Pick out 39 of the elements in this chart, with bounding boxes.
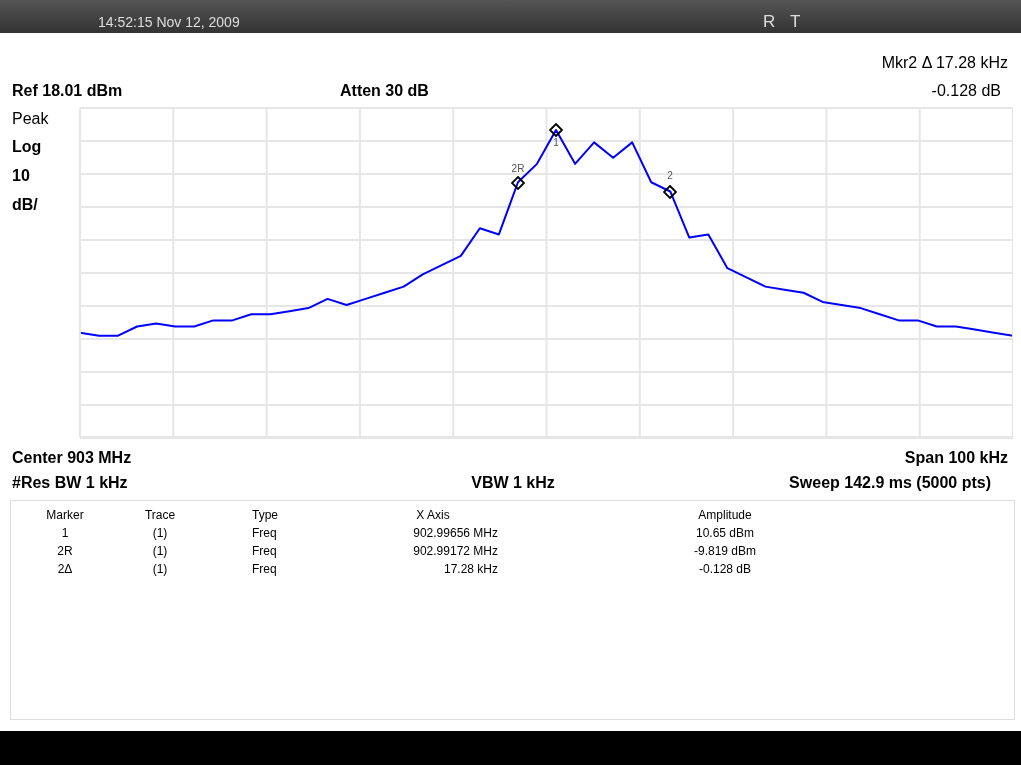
text: Peak	[12, 110, 49, 128]
text: -0.128 dB	[698, 562, 752, 576]
text: -9.819 dBm	[693, 544, 757, 558]
text: Freq	[252, 526, 277, 540]
text: 10	[12, 167, 30, 185]
text: Center 903 MHz	[12, 449, 132, 467]
text: 2Δ	[57, 562, 73, 576]
text: (1)	[152, 544, 168, 558]
text: Amplitude	[698, 508, 752, 522]
text: 1	[61, 526, 69, 540]
text: 2R	[57, 544, 73, 558]
text: Sweep 142.9 ms (5000 pts)	[789, 474, 991, 492]
text: X Axis	[416, 508, 450, 522]
text: Span 100 kHz	[904, 449, 1008, 467]
text: T	[790, 12, 801, 32]
text: Log	[12, 138, 42, 156]
text: Atten 30 dB	[340, 82, 429, 100]
text: (1)	[152, 526, 168, 540]
annotation: 2	[667, 170, 673, 181]
text: Type	[252, 508, 279, 522]
text: Freq	[252, 562, 277, 576]
text: Ref 18.01 dBm	[12, 82, 123, 100]
text: VBW 1 kHz	[471, 474, 555, 492]
text: R	[763, 12, 776, 32]
text: 902.99172 MHz	[413, 544, 498, 558]
text: #Res BW 1 kHz	[12, 474, 128, 492]
text: dB/	[12, 196, 38, 214]
text: (1)	[152, 562, 168, 576]
text: 902.99656 MHz	[413, 526, 498, 540]
text: -0.128 dB	[931, 82, 1001, 100]
text: Mkr2 Δ 17.28 kHz	[881, 54, 1008, 72]
annotation: 2R	[511, 163, 525, 174]
text: Marker	[46, 508, 84, 522]
text: 14:52:15 Nov 12, 2009	[98, 14, 240, 30]
annotation: 1	[553, 137, 559, 148]
text: Freq	[252, 544, 277, 558]
text: 10.65 dBm	[695, 526, 755, 540]
text: Trace	[144, 508, 176, 522]
text: 17.28 kHz	[443, 562, 498, 576]
